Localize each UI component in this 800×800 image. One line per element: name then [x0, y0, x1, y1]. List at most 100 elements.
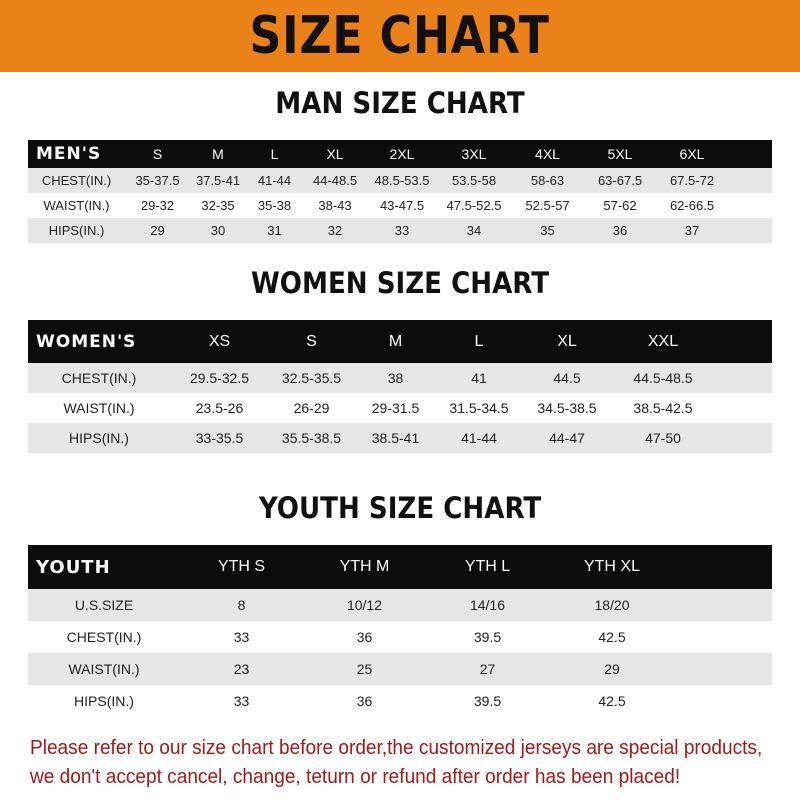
table-header-label: MEN'S: [28, 140, 125, 168]
measurement-cell: 38.5-41: [354, 423, 437, 453]
empty-cell: [728, 140, 772, 168]
size-header-cell: S: [269, 320, 354, 363]
row-label: CHEST(IN.): [28, 621, 180, 653]
measurement-cell: 8: [180, 589, 303, 621]
empty-cell: [675, 545, 772, 589]
measurement-cell: 26-29: [269, 393, 354, 423]
measurement-cell: 33: [367, 218, 437, 243]
size-chart-banner: SIZE CHART: [0, 0, 800, 72]
size-header-cell: 4XL: [511, 140, 584, 168]
measurement-cell: 42.5: [549, 621, 675, 653]
measurement-cell: 10/12: [303, 589, 426, 621]
measurement-cell: 44-48.5: [303, 168, 367, 193]
row-label: HIPS(IN.): [28, 685, 180, 717]
size-header-cell: XXL: [613, 320, 713, 363]
row-label: HIPS(IN.): [28, 218, 125, 243]
men-size-table: MEN'S S M L XL 2XL 3XL 4XL 5XL 6XL CHEST(IN.) 35-37…: [28, 140, 772, 243]
measurement-cell: 39.5: [426, 621, 549, 653]
size-header-cell: M: [354, 320, 437, 363]
size-header-cell: S: [125, 140, 190, 168]
empty-cell: [675, 653, 772, 685]
measurement-cell: 58-63: [511, 168, 584, 193]
table-header-row: WOMEN'S XS S M L XL XXL: [28, 320, 772, 363]
size-header-cell: 2XL: [367, 140, 437, 168]
measurement-cell: 34.5-38.5: [521, 393, 613, 423]
measurement-cell: 63-67.5: [584, 168, 656, 193]
size-header-cell: L: [246, 140, 303, 168]
measurement-cell: 14/16: [426, 589, 549, 621]
measurement-cell: 18/20: [549, 589, 675, 621]
measurement-cell: 47-50: [613, 423, 713, 453]
measurement-cell: 53.5-58: [437, 168, 511, 193]
table-header-row: YOUTH YTH S YTH M YTH L YTH XL: [28, 545, 772, 589]
measurement-cell: 29: [549, 653, 675, 685]
size-header-cell: L: [437, 320, 521, 363]
table-row: WAIST(IN.) 29-32 32-35 35-38 38-43 43-47.5 47.…: [28, 193, 772, 218]
measurement-cell: 36: [584, 218, 656, 243]
measurement-cell: 37.5-41: [190, 168, 246, 193]
measurement-cell: 35: [511, 218, 584, 243]
measurement-cell: 27: [426, 653, 549, 685]
measurement-cell: 41: [437, 363, 521, 393]
measurement-cell: 29.5-32.5: [170, 363, 269, 393]
empty-cell: [713, 363, 772, 393]
measurement-cell: 32: [303, 218, 367, 243]
size-header-cell: YTH M: [303, 545, 426, 589]
empty-cell: [675, 685, 772, 717]
measurement-cell: 37: [656, 218, 728, 243]
measurement-cell: 33: [180, 621, 303, 653]
measurement-cell: 29-31.5: [354, 393, 437, 423]
measurement-cell: 36: [303, 685, 426, 717]
size-header-cell: XL: [521, 320, 613, 363]
measurement-cell: 57-62: [584, 193, 656, 218]
measurement-cell: 42.5: [549, 685, 675, 717]
table-row: HIPS(IN.) 33-35.5 35.5-38.5 38.5-41 41-44 44-…: [28, 423, 772, 453]
size-header-cell: YTH XL: [549, 545, 675, 589]
measurement-cell: 29-32: [125, 193, 190, 218]
measurement-cell: 44.5-48.5: [613, 363, 713, 393]
table-row: U.S.SIZE 8 10/12 14/16 18/20: [28, 589, 772, 621]
measurement-cell: 62-66.5: [656, 193, 728, 218]
measurement-cell: 39.5: [426, 685, 549, 717]
table-header-row: MEN'S S M L XL 2XL 3XL 4XL 5XL 6XL: [28, 140, 772, 168]
measurement-cell: 32-35: [190, 193, 246, 218]
measurement-cell: 34: [437, 218, 511, 243]
size-header-cell: 5XL: [584, 140, 656, 168]
measurement-cell: 47.5-52.5: [437, 193, 511, 218]
empty-cell: [713, 320, 772, 363]
empty-cell: [728, 193, 772, 218]
table-row: CHEST(IN.) 35-37.5 37.5-41 41-44 44-48.5 48.5…: [28, 168, 772, 193]
measurement-cell: 41-44: [437, 423, 521, 453]
size-header-cell: 3XL: [437, 140, 511, 168]
table-row: WAIST(IN.) 23.5-26 26-29 29-31.5 31.5-34.5 34…: [28, 393, 772, 423]
table-header-label: YOUTH: [28, 545, 180, 589]
empty-cell: [713, 393, 772, 423]
measurement-cell: 38: [354, 363, 437, 393]
empty-cell: [713, 423, 772, 453]
measurement-cell: 30: [190, 218, 246, 243]
size-header-cell: M: [190, 140, 246, 168]
women-size-table: WOMEN'S XS S M L XL XXL CHEST(IN.) 29.5-32.5 32.5…: [28, 320, 772, 453]
size-header-cell: YTH L: [426, 545, 549, 589]
measurement-cell: 35-38: [246, 193, 303, 218]
measurement-cell: 33-35.5: [170, 423, 269, 453]
table-row: HIPS(IN.) 33 36 39.5 42.5: [28, 685, 772, 717]
measurement-cell: 48.5-53.5: [367, 168, 437, 193]
women-section-title: WOMEN SIZE CHART: [251, 266, 549, 300]
measurement-cell: 23.5-26: [170, 393, 269, 423]
notice-line-2: we don't accept cancel, change, teturn o…: [30, 765, 681, 788]
youth-section-title: YOUTH SIZE CHART: [258, 491, 542, 525]
empty-cell: [728, 168, 772, 193]
measurement-cell: 29: [125, 218, 190, 243]
measurement-cell: 32.5-35.5: [269, 363, 354, 393]
measurement-cell: 52.5-57: [511, 193, 584, 218]
table-header-label: WOMEN'S: [28, 320, 170, 363]
row-label: HIPS(IN.): [28, 423, 170, 453]
row-label: CHEST(IN.): [28, 363, 170, 393]
measurement-cell: 44.5: [521, 363, 613, 393]
size-header-cell: 6XL: [656, 140, 728, 168]
measurement-cell: 31.5-34.5: [437, 393, 521, 423]
measurement-cell: 41-44: [246, 168, 303, 193]
measurement-cell: 44-47: [521, 423, 613, 453]
row-label: WAIST(IN.): [28, 393, 170, 423]
